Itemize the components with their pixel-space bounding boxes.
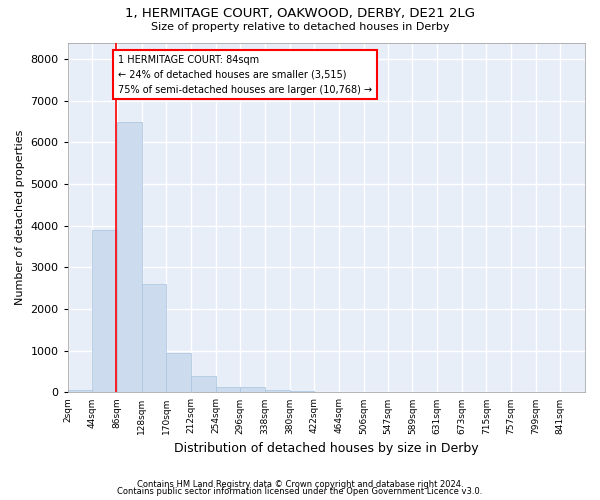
Bar [215,387,241,392]
Bar [290,391,314,392]
Text: Contains HM Land Registry data © Crown copyright and database right 2024.: Contains HM Land Registry data © Crown c… [137,480,463,489]
Text: Size of property relative to detached houses in Derby: Size of property relative to detached ho… [151,22,449,32]
Bar [142,284,166,393]
Bar [68,390,92,392]
Bar [117,122,142,392]
Bar [191,376,215,392]
Bar [92,230,117,392]
Text: Contains public sector information licensed under the Open Government Licence v3: Contains public sector information licen… [118,488,482,496]
Bar [265,390,290,392]
X-axis label: Distribution of detached houses by size in Derby: Distribution of detached houses by size … [174,442,479,455]
Bar [166,353,191,393]
Y-axis label: Number of detached properties: Number of detached properties [15,130,25,305]
Bar [241,387,265,392]
Text: 1, HERMITAGE COURT, OAKWOOD, DERBY, DE21 2LG: 1, HERMITAGE COURT, OAKWOOD, DERBY, DE21… [125,8,475,20]
Text: 1 HERMITAGE COURT: 84sqm
← 24% of detached houses are smaller (3,515)
75% of sem: 1 HERMITAGE COURT: 84sqm ← 24% of detach… [118,55,373,94]
